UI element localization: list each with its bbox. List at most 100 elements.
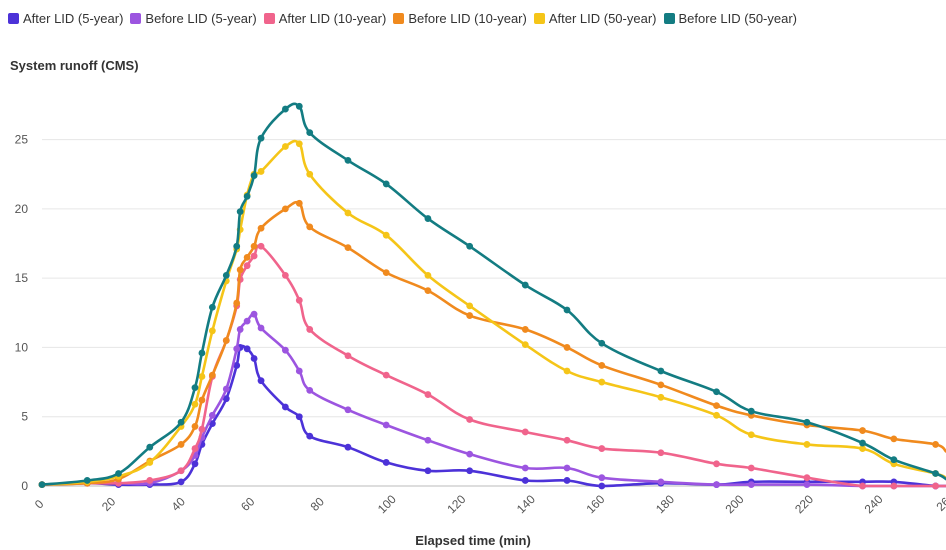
data-point xyxy=(306,386,314,394)
data-point xyxy=(257,168,265,175)
data-point xyxy=(657,478,665,486)
data-point xyxy=(344,244,352,252)
legend-label: Before LID (10-year) xyxy=(408,11,527,27)
data-point xyxy=(250,252,258,260)
data-point xyxy=(146,477,154,484)
legend-swatch xyxy=(533,13,545,25)
data-point xyxy=(657,449,665,457)
data-point xyxy=(382,269,390,276)
data-point xyxy=(382,421,390,429)
data-point xyxy=(563,464,571,472)
data-point xyxy=(222,337,230,344)
data-point xyxy=(382,231,390,239)
data-point xyxy=(295,367,303,375)
data-point xyxy=(344,352,352,360)
legend-label: After LID (10-year) xyxy=(278,11,387,27)
legend-item[interactable]: Before LID (10-year) xyxy=(393,11,527,26)
data-point xyxy=(146,443,154,451)
legend-swatch xyxy=(263,13,275,25)
series-5 xyxy=(38,139,946,489)
data-point xyxy=(521,464,529,472)
legend-item[interactable]: Before LID (5-year) xyxy=(130,11,257,26)
data-point xyxy=(295,102,303,110)
data-point xyxy=(466,312,474,319)
legend-swatch xyxy=(130,13,142,25)
data-point xyxy=(803,441,811,448)
legend-item[interactable]: Before LID (50-year) xyxy=(663,11,798,27)
series-6 xyxy=(38,102,946,489)
data-point xyxy=(177,478,185,486)
data-point xyxy=(250,355,258,362)
data-point xyxy=(424,391,432,398)
legend-swatch xyxy=(393,13,405,25)
data-point xyxy=(521,341,529,349)
data-point xyxy=(208,303,216,311)
data-point xyxy=(563,367,571,375)
data-point xyxy=(236,266,244,274)
data-point xyxy=(146,459,154,466)
data-point xyxy=(257,134,265,142)
x-tick-label: 160 xyxy=(583,492,607,516)
data-point xyxy=(191,423,199,430)
data-point xyxy=(236,326,244,333)
legend-item[interactable]: After LID (10-year) xyxy=(263,11,387,27)
data-point xyxy=(344,156,352,164)
data-point xyxy=(177,441,185,448)
legend-item[interactable]: After LID (50-year) xyxy=(533,11,657,26)
data-point xyxy=(713,402,720,410)
data-point xyxy=(191,460,199,468)
data-point xyxy=(932,482,939,490)
data-point xyxy=(803,418,811,426)
data-point xyxy=(306,326,314,333)
legend-item[interactable]: After LID (5-year) xyxy=(8,11,123,26)
data-point xyxy=(344,443,352,451)
x-tick-label: 180 xyxy=(653,492,677,516)
data-point xyxy=(306,129,314,137)
x-tick-label: 0 xyxy=(32,497,47,512)
x-tick-label: 20 xyxy=(99,494,119,514)
data-point xyxy=(747,464,755,472)
data-point xyxy=(257,224,265,232)
data-point xyxy=(295,199,303,207)
data-point xyxy=(890,482,898,490)
data-point xyxy=(521,477,529,484)
data-point xyxy=(713,481,720,489)
data-point xyxy=(295,296,303,304)
series-line xyxy=(40,102,946,486)
legend-label: Before LID (50-year) xyxy=(678,11,798,27)
data-point xyxy=(306,432,314,440)
data-point xyxy=(233,345,241,353)
data-point xyxy=(747,407,755,415)
data-point xyxy=(598,339,606,347)
data-point xyxy=(208,371,216,379)
data-point xyxy=(233,299,241,307)
data-point xyxy=(563,436,571,444)
data-point xyxy=(250,172,258,180)
data-point xyxy=(243,253,251,261)
data-point xyxy=(208,411,216,419)
data-point xyxy=(198,349,206,357)
data-point xyxy=(521,428,529,436)
data-point xyxy=(257,377,265,385)
data-point xyxy=(236,208,244,216)
data-point xyxy=(198,396,206,404)
data-point xyxy=(281,271,289,279)
data-point xyxy=(563,306,571,314)
data-point xyxy=(295,413,303,421)
data-point xyxy=(466,467,474,475)
data-point xyxy=(598,362,606,369)
series-line xyxy=(40,139,946,486)
data-point xyxy=(466,302,474,310)
data-point xyxy=(191,445,199,452)
data-point xyxy=(657,381,665,389)
legend-swatch xyxy=(663,13,675,25)
data-point xyxy=(747,431,755,439)
data-point xyxy=(295,140,303,148)
data-point xyxy=(233,242,241,250)
data-point xyxy=(859,427,866,434)
data-point xyxy=(859,439,866,447)
data-point xyxy=(803,481,811,489)
data-point xyxy=(657,367,665,375)
x-tick-label: 120 xyxy=(444,492,468,516)
data-point xyxy=(890,435,898,443)
